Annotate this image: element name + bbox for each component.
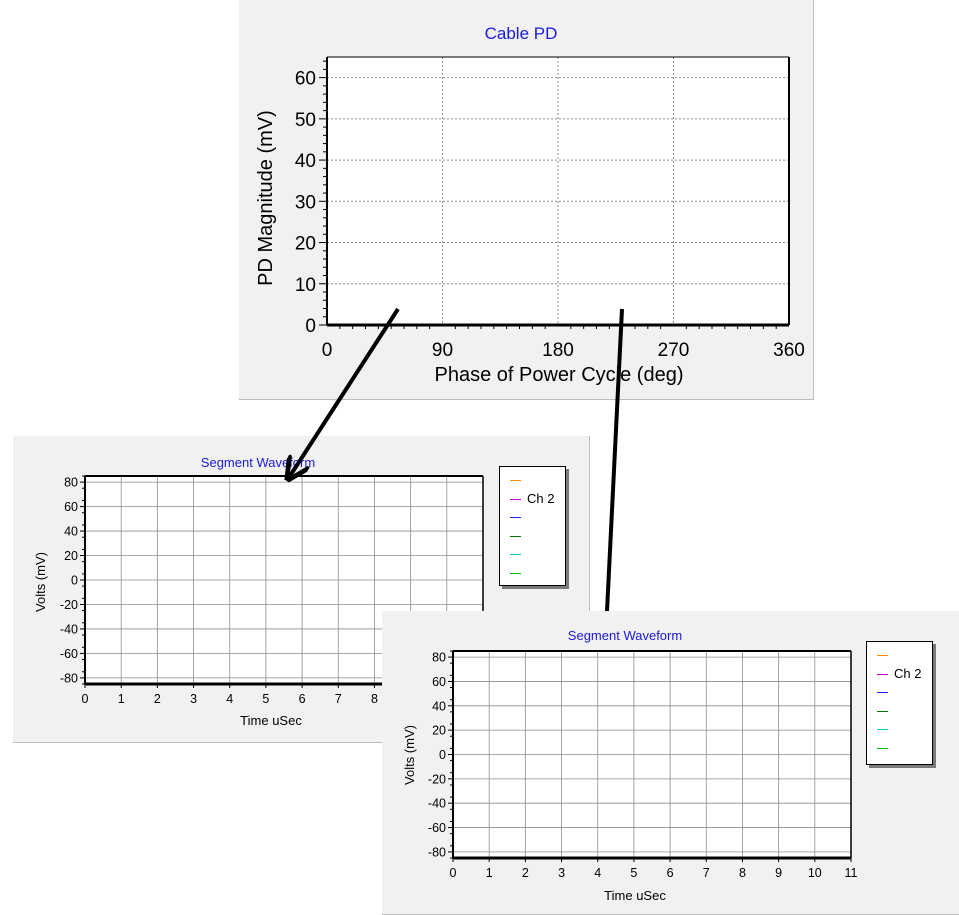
x-tick-label: 3 [190,692,197,706]
y-tick-label: 50 [295,110,316,131]
y-tick-label: 0 [71,574,78,588]
legend-entry: Ch 2 [510,490,554,508]
legend-label: Ch 2 [527,490,555,506]
x-tick-label: 8 [739,866,746,880]
x-tick-label: 180 [542,340,574,361]
y-tick-label: 60 [432,675,446,689]
connector-line-right [605,308,624,612]
x-tick-label: 2 [154,692,161,706]
x-axis-label: Time uSec [240,713,302,728]
legend-entry [877,683,894,701]
x-tick-label: 0 [82,692,89,706]
y-tick-label: 10 [295,275,316,296]
legend-swatch [877,673,888,675]
x-tick-label: 6 [299,692,306,706]
legend-swatch [510,572,521,574]
legend: Ch 2 [866,641,933,765]
legend-swatch [877,710,888,712]
legend-swatch [510,517,521,519]
legend-swatch [877,692,888,694]
legend-swatch [877,729,888,731]
y-tick-label: 0 [305,316,316,337]
y-tick-label: -60 [428,821,446,835]
chart-title: Segment Waveform [568,628,682,643]
x-tick-label: 270 [658,340,690,361]
x-tick-label: 3 [558,866,565,880]
x-tick-label: 0 [450,866,457,880]
x-tick-label: 8 [371,692,378,706]
y-tick-label: -80 [60,671,78,685]
y-axis-label: PD Magnitude (mV) [255,110,277,286]
legend-entry [510,545,527,563]
x-tick-label: 5 [262,692,269,706]
y-tick-label: -20 [428,772,446,786]
x-tick-label: 0 [322,340,333,361]
y-tick-label: 40 [295,151,316,172]
legend-swatch [510,554,521,556]
legend-swatch [877,655,888,657]
legend-entry: Ch 2 [877,665,921,683]
chart-title: Cable PD [485,24,558,43]
y-tick-label: 60 [295,69,316,90]
segment-waveform-right-panel: Segment Waveform 0 1 2 3 4 5 6 7 8 9 10 11 80 60 40 20 0… [382,611,959,915]
legend-entry [510,508,527,526]
legend-entry [510,564,527,582]
x-tick-label: 4 [594,866,601,880]
y-tick-label: 20 [64,549,78,563]
x-tick-label: 6 [667,866,674,880]
connector-arrow-left [288,307,400,479]
legend-entry [877,702,894,720]
x-tick-label: 7 [703,866,710,880]
y-tick-label: -40 [60,622,78,636]
y-axis-label: Volts (mV) [33,552,48,612]
y-tick-label: 80 [64,476,78,490]
x-tick-label: 4 [226,692,233,706]
x-tick-label: 1 [118,692,125,706]
x-tick-label: 90 [432,340,453,361]
x-tick-label: 2 [522,866,529,880]
legend-swatch [510,480,521,482]
y-tick-label: 40 [64,525,78,539]
segment-waveform-right-chart: Segment Waveform 0 1 2 3 4 5 6 7 8 9 10 11 80 60 40 20 0… [402,628,858,903]
legend-swatch [877,747,888,749]
legend-entry [877,739,894,757]
x-axis-label: Phase of Power Cycle (deg) [434,364,683,386]
legend-entry [510,471,527,489]
legend-swatch [510,535,521,537]
legend-entry [877,646,894,664]
y-tick-label: 20 [295,234,316,255]
x-tick-label: 1 [486,866,493,880]
x-tick-label: 11 [845,866,858,880]
y-tick-label: -60 [60,647,78,661]
y-tick-label: 40 [432,699,446,713]
cable-pd-panel: Cable PD 0 90 180 270 360 0 10 20 30 40 50 60 Phase… [239,0,814,400]
x-tick-label: 5 [630,866,637,880]
y-tick-label: -80 [428,845,446,859]
cable-pd-chart: Cable PD 0 90 180 270 360 0 10 20 30 40 50 60 Phase… [255,24,805,386]
y-tick-label: 80 [432,651,446,665]
y-tick-label: -20 [60,598,78,612]
legend-entry [877,720,894,738]
y-tick-label: 0 [439,748,446,762]
x-tick-label: 9 [775,866,782,880]
legend-label: Ch 2 [894,665,922,681]
y-tick-label: 30 [295,192,316,213]
x-tick-label: 360 [773,340,805,361]
x-axis-label: Time uSec [604,888,666,903]
legend-entry [510,527,527,545]
legend-swatch [510,498,521,500]
y-tick-label: -40 [428,797,446,811]
legend: Ch 2 [499,466,566,586]
y-tick-label: 60 [64,500,78,514]
x-tick-label: 7 [335,692,342,706]
y-axis-label: Volts (mV) [402,725,417,785]
x-tick-label: 10 [808,866,822,880]
y-tick-label: 20 [432,724,446,738]
